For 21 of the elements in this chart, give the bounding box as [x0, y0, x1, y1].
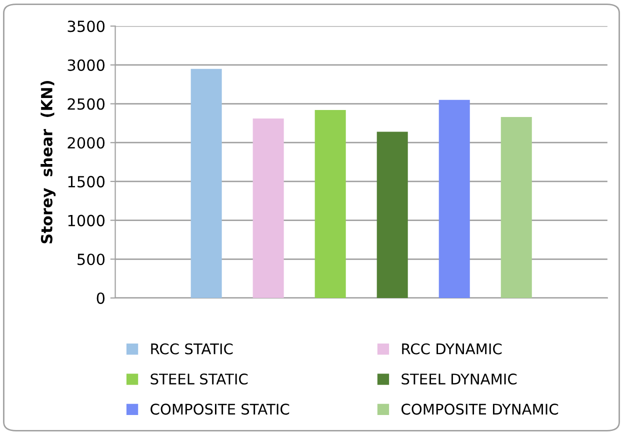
y-tick-label: 3500: [68, 20, 105, 32]
bar: [376, 132, 408, 298]
bar: [438, 100, 470, 298]
legend-label: RCC STATIC: [151, 343, 233, 354]
y-axis-title: Storey shear (KN): [40, 81, 56, 244]
legend-label: RCC DYNAMIC: [402, 343, 502, 354]
bar: [252, 118, 284, 298]
y-tick-label: 2000: [68, 137, 105, 149]
legend-label: COMPOSITE STATIC: [150, 404, 290, 415]
y-tick-label: 2500: [68, 98, 105, 110]
bar: [500, 116, 532, 298]
y-tick-label: 500: [78, 254, 105, 266]
bar: [190, 68, 222, 298]
y-tick-label: 1500: [68, 176, 105, 188]
y-tick-label: 0: [96, 292, 105, 304]
y-tick-label: 3000: [68, 59, 105, 71]
legend-label: STEEL DYNAMIC: [402, 374, 517, 385]
y-tick-label: 1000: [68, 214, 105, 226]
legend-label: STEEL STATIC: [150, 374, 248, 385]
legend-label: COMPOSITE DYNAMIC: [402, 404, 558, 415]
bar: [314, 110, 346, 298]
